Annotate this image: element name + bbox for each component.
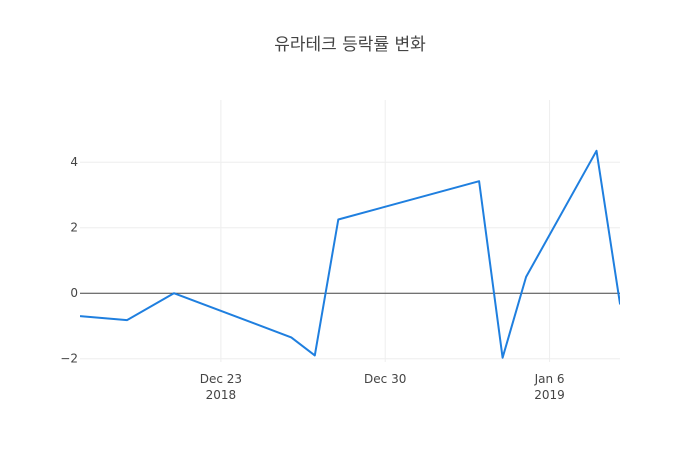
axis-layer: Dec 23 2018 Dec 30 Jan 6 2019 −2 0 2 4 [60, 155, 565, 402]
series-line [80, 149, 620, 359]
x-tick-label: Dec 23 [200, 372, 242, 386]
x-tick-label: Dec 30 [364, 372, 406, 386]
y-tick-label: −2 [60, 352, 78, 366]
grid-layer [80, 100, 620, 362]
chart-title: 유라테크 등락률 변화 [274, 35, 426, 55]
y-tick-label: 2 [70, 221, 78, 235]
series-layer [79, 149, 621, 359]
x-tick-year-label: 2019 [534, 388, 565, 402]
y-tick-label: 0 [70, 286, 78, 300]
y-tick-label: 4 [70, 155, 78, 169]
x-tick-label: Jan 6 [534, 372, 565, 386]
x-tick-year-label: 2018 [206, 388, 237, 402]
